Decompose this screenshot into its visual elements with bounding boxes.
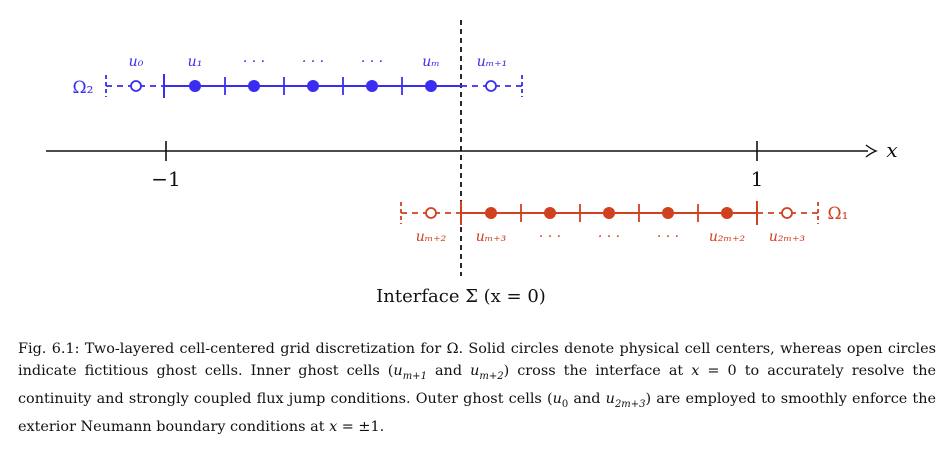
label-um3: uₘ₊₃ [476, 229, 507, 245]
label-u0: u₀ [129, 54, 144, 70]
cell-center [366, 80, 378, 92]
interface-label: Interface Σ (x = 0) [376, 286, 546, 307]
label-ellipsis: · · · [243, 54, 265, 70]
cell-center [544, 207, 556, 219]
cell-center [307, 80, 319, 92]
ghost-cell-um1 [485, 80, 497, 92]
label-um2: uₘ₊₂ [416, 229, 447, 245]
ghost-cell-um2 [425, 207, 437, 219]
label-u2m2: u₂ₘ₊₂ [709, 229, 746, 245]
cell-center [248, 80, 260, 92]
omega1-row: Ω₁ uₘ₊₂ uₘ₊₃ · · · · · · · · · u₂ₘ₊₂ u₂ₘ… [400, 201, 849, 245]
label-ellipsis: · · · [361, 54, 383, 70]
x-axis-label: x [886, 138, 897, 162]
label-u2m3: u₂ₘ₊₃ [769, 229, 806, 245]
label-ellipsis: · · · [598, 229, 620, 245]
figure-caption: Fig. 6.1: Two-layered cell-centered grid… [18, 341, 936, 435]
label-ellipsis: · · · [657, 229, 679, 245]
label-ellipsis: · · · [302, 54, 324, 70]
label-um: uₘ [422, 54, 440, 70]
omega1-label: Ω₁ [828, 204, 849, 224]
tick-label-minus-one: −1 [151, 167, 180, 191]
ghost-cell-u0 [130, 80, 142, 92]
label-ellipsis: · · · [539, 229, 561, 245]
caption-fig-number: Fig. 6.1: [18, 341, 80, 357]
omega2-row: Ω₂ u₀ u₁ · · · · · · · · · uₘ uₘ₊₁ [73, 54, 523, 98]
cell-center [662, 207, 674, 219]
x-axis: x −1 1 [46, 138, 898, 191]
cell-center [603, 207, 615, 219]
cell-center-u2m2 [721, 207, 733, 219]
cell-center-um [425, 80, 437, 92]
label-u1: u₁ [188, 54, 203, 70]
grid-diagram: x −1 1 Interface Σ (x = 0) Ω₂ u₀ u₁ · · … [46, 20, 898, 307]
tick-label-plus-one: 1 [751, 167, 764, 191]
cell-center-um3 [485, 207, 497, 219]
label-um1: uₘ₊₁ [477, 54, 508, 70]
cell-center-u1 [189, 80, 201, 92]
omega2-label: Ω₂ [73, 78, 94, 98]
ghost-cell-u2m3 [781, 207, 793, 219]
